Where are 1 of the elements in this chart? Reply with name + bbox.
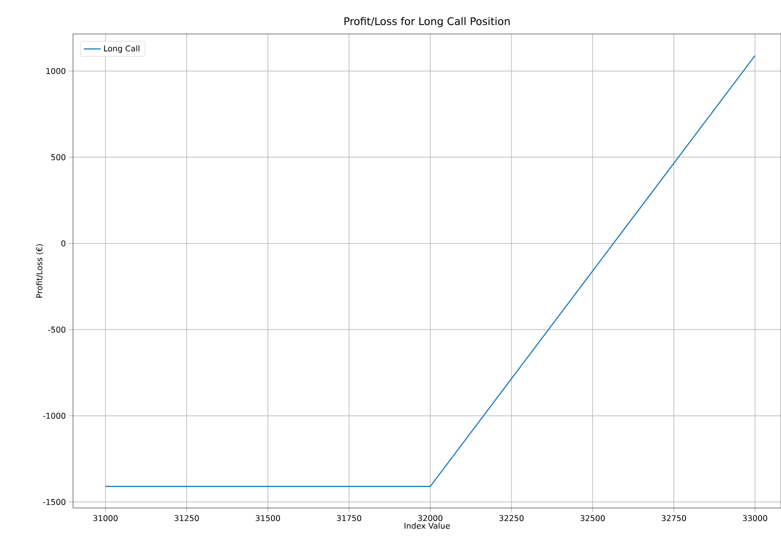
chart-title: Profit/Loss for Long Call Position	[344, 17, 510, 28]
